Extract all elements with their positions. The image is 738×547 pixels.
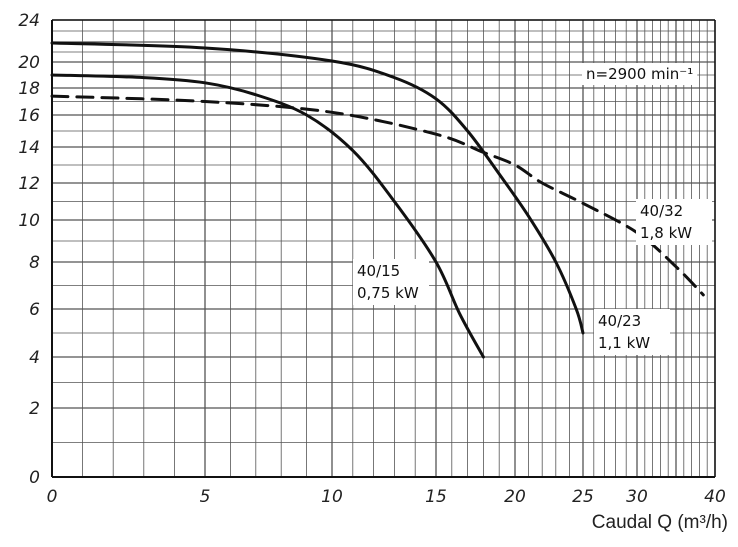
curve-label-line: 40/15: [357, 262, 400, 280]
y-tick-label: 4: [29, 348, 40, 368]
y-tick-label: 2: [29, 399, 40, 419]
x-tick-label: 15: [425, 487, 447, 507]
y-tick-label: 20: [18, 53, 40, 73]
x-axis-label: Caudal Q (m³/h): [591, 512, 728, 533]
y-tick-label: 24: [18, 11, 40, 31]
curve-labels: 40/15 0,75 kW 40/23 1,1 kW 40/32 1,8 kW: [353, 199, 712, 355]
speed-annotation: n=2900 min⁻¹: [586, 65, 693, 83]
x-tick-label: 20: [504, 487, 526, 507]
y-tick-label: 6: [29, 300, 40, 320]
x-tick-label: 40: [704, 487, 726, 507]
y-tick-label: 10: [18, 211, 40, 231]
x-tick-label: 10: [321, 487, 343, 507]
annotation-background: [582, 63, 698, 85]
label-background: [353, 259, 429, 305]
curve-40-23: [50, 41, 585, 335]
label-background: [636, 199, 712, 245]
label-40-32: 40/32 1,8 kW: [636, 199, 712, 245]
y-tick-label: 16: [18, 106, 40, 126]
curve-label-line: 1,1 kW: [598, 334, 650, 352]
curve-label-line: 1,8 kW: [640, 224, 692, 242]
y-tick-label: 18: [18, 79, 40, 99]
label-background: [594, 309, 670, 355]
x-tick-label: 25: [572, 487, 594, 507]
curve-label-line: 40/32: [640, 202, 683, 220]
y-tick-label: 14: [18, 138, 40, 158]
label-40-23: 40/23 1,1 kW: [594, 309, 670, 355]
x-tick-label: 0: [47, 487, 58, 507]
y-tick-label: 0: [29, 468, 40, 488]
x-tick-label: 5: [200, 487, 211, 507]
label-40-15: 40/15 0,75 kW: [353, 259, 429, 305]
curve-label-line: 0,75 kW: [357, 284, 419, 302]
y-tick-label: 8: [29, 253, 40, 273]
y-tick-label: 12: [18, 174, 40, 194]
curve-label-line: 40/23: [598, 312, 641, 330]
x-tick-label: 30: [626, 487, 648, 507]
curve-40-15: [50, 73, 485, 359]
grid: [51, 19, 716, 478]
